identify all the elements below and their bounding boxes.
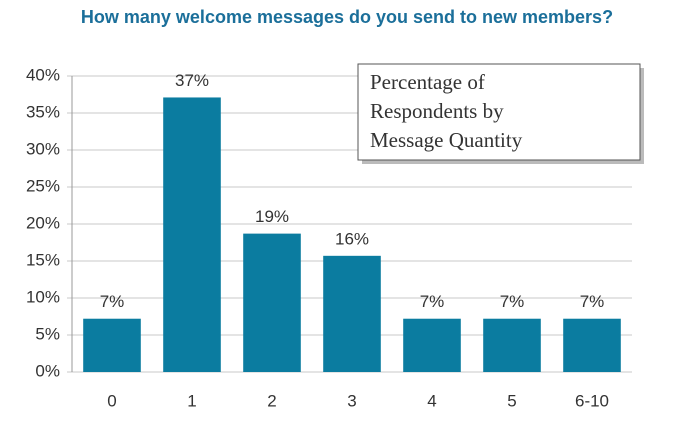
bar bbox=[403, 318, 461, 372]
annotation-line: Respondents by bbox=[370, 99, 504, 123]
bar bbox=[243, 233, 301, 372]
bar bbox=[323, 255, 381, 372]
x-tick-label: 3 bbox=[347, 391, 356, 410]
x-tick-label: 0 bbox=[107, 391, 116, 410]
value-label: 7% bbox=[500, 292, 525, 311]
value-label: 7% bbox=[580, 292, 605, 311]
annotation-line: Message Quantity bbox=[370, 128, 523, 152]
y-tick-label: 10% bbox=[26, 287, 60, 306]
bar bbox=[483, 318, 541, 372]
y-tick-label: 0% bbox=[35, 361, 60, 380]
y-tick-label: 15% bbox=[26, 250, 60, 269]
x-tick-label: 6-10 bbox=[575, 391, 609, 410]
y-tick-label: 25% bbox=[26, 176, 60, 195]
bar bbox=[163, 97, 221, 373]
y-tick-label: 5% bbox=[35, 324, 60, 343]
value-label: 7% bbox=[100, 292, 125, 311]
bar bbox=[563, 318, 621, 372]
y-tick-label: 35% bbox=[26, 102, 60, 121]
chart-title: How many welcome messages do you send to… bbox=[81, 7, 613, 27]
x-tick-label: 2 bbox=[267, 391, 276, 410]
y-tick-label: 40% bbox=[26, 65, 60, 84]
annotation-box bbox=[357, 63, 641, 161]
y-tick-label: 30% bbox=[26, 139, 60, 158]
value-label: 37% bbox=[175, 71, 209, 90]
x-tick-label: 5 bbox=[507, 391, 516, 410]
bar bbox=[83, 318, 141, 372]
y-tick-label: 20% bbox=[26, 213, 60, 232]
annotation-line: Percentage of bbox=[370, 70, 485, 94]
x-tick-label: 1 bbox=[187, 391, 196, 410]
value-label: 16% bbox=[335, 229, 369, 248]
value-label: 19% bbox=[255, 207, 289, 226]
x-tick-label: 4 bbox=[427, 391, 436, 410]
value-label: 7% bbox=[420, 292, 445, 311]
